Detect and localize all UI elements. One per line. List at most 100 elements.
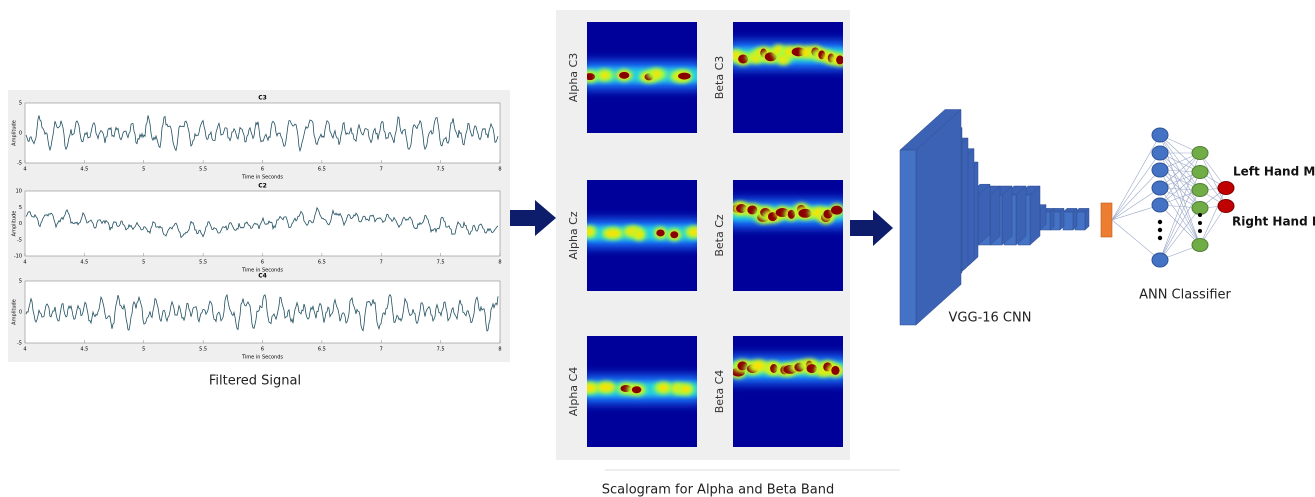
x-tick-label: 7 xyxy=(380,167,383,173)
x-tick-label: 7 xyxy=(380,260,383,266)
x-axis-label: Time in Seconds xyxy=(241,175,283,181)
y-tick-label: -5 xyxy=(17,161,22,167)
scalogram xyxy=(728,336,848,447)
x-tick-label: 5.5 xyxy=(199,260,207,266)
scalogram-caption: Scalogram for Alpha and Beta Band xyxy=(602,483,834,497)
x-tick-label: 5.5 xyxy=(199,167,207,173)
y-axis-label: Amplitude xyxy=(12,299,18,325)
x-tick-label: 6.5 xyxy=(318,167,326,173)
y-tick-label: -10 xyxy=(14,254,22,260)
ellipsis-dot xyxy=(1198,229,1202,233)
diagram: Filtered Signal Scalogram for Alpha and … xyxy=(0,0,1315,497)
layer-side xyxy=(1030,186,1040,245)
input-node xyxy=(1152,198,1168,212)
layer-front xyxy=(1063,212,1073,230)
layer-front xyxy=(900,150,916,325)
x-axis-label: Time in Seconds xyxy=(241,355,283,361)
blob xyxy=(635,231,643,239)
scalogram-label: Alpha C4 xyxy=(567,367,580,416)
ellipsis-dot xyxy=(1198,221,1202,225)
x-tick-label: 6.5 xyxy=(318,347,326,353)
ann-diagram xyxy=(1101,128,1234,267)
scalogram-label: Beta C4 xyxy=(713,370,726,414)
output-label: Right Hand MI xyxy=(1232,215,1315,229)
x-tick-label: 8 xyxy=(498,347,501,353)
y-tick-label: 0 xyxy=(19,131,22,137)
hidden-node xyxy=(1192,166,1208,179)
x-tick-label: 7.5 xyxy=(437,260,445,266)
output-label: Left Hand MI xyxy=(1233,165,1315,179)
blob xyxy=(619,72,629,79)
input-node xyxy=(1152,253,1168,267)
blob xyxy=(678,73,690,80)
layer-side xyxy=(1002,186,1012,245)
input-node xyxy=(1152,181,1168,195)
x-tick-label: 5 xyxy=(142,347,145,353)
hidden-node xyxy=(1192,239,1208,252)
scalogram-label: Alpha C3 xyxy=(567,53,580,102)
hidden-node xyxy=(1192,147,1208,160)
y-axis-label: Amplitude xyxy=(12,211,18,237)
input-node xyxy=(1152,163,1168,177)
hidden-node xyxy=(1192,202,1208,215)
plot-title: C2 xyxy=(258,183,267,190)
x-tick-label: 7.5 xyxy=(437,167,445,173)
scalogram-bg xyxy=(733,22,843,133)
cnn-diagram xyxy=(900,110,1089,326)
x-tick-label: 4 xyxy=(23,260,26,266)
y-axis-label: Amplitude xyxy=(12,120,18,146)
layer-side xyxy=(990,186,1000,245)
ellipsis-dot xyxy=(1158,228,1162,232)
blob xyxy=(680,385,690,393)
y-tick-label: 5 xyxy=(19,101,22,107)
x-tick-label: 7.5 xyxy=(437,347,445,353)
connection xyxy=(1112,220,1160,260)
y-tick-label: 5 xyxy=(19,279,22,285)
y-tick-label: 0 xyxy=(19,310,22,316)
flatten-layer xyxy=(1101,203,1112,237)
input-node xyxy=(1152,128,1168,142)
scalogram xyxy=(728,180,848,291)
y-tick-label: 10 xyxy=(16,189,22,195)
x-tick-label: 6 xyxy=(261,260,264,266)
y-tick-label: -5 xyxy=(17,237,22,243)
output-node xyxy=(1218,182,1234,195)
connection xyxy=(1200,188,1226,245)
blob xyxy=(836,55,844,64)
x-tick-label: 4 xyxy=(23,347,26,353)
x-tick-label: 4.5 xyxy=(80,167,88,173)
arrow xyxy=(850,210,893,246)
x-tick-label: 5 xyxy=(142,167,145,173)
x-tick-label: 6.5 xyxy=(318,260,326,266)
plot-title: C4 xyxy=(258,273,267,280)
scalogram-bg xyxy=(733,336,843,447)
x-tick-label: 7 xyxy=(380,347,383,353)
blob xyxy=(632,386,642,393)
signal-caption: Filtered Signal xyxy=(209,374,301,389)
x-tick-label: 4 xyxy=(23,167,26,173)
blob xyxy=(752,361,766,371)
x-tick-label: 6 xyxy=(261,347,264,353)
scalogram xyxy=(581,22,702,133)
x-tick-label: 8 xyxy=(498,167,501,173)
x-tick-label: 4.5 xyxy=(80,260,88,266)
y-tick-label: -5 xyxy=(17,341,22,347)
scalogram xyxy=(579,336,702,447)
plot-area xyxy=(25,281,500,343)
x-tick-label: 4.5 xyxy=(80,347,88,353)
y-tick-label: 0 xyxy=(19,221,22,227)
blob xyxy=(670,231,678,238)
input-node xyxy=(1152,146,1168,160)
blob xyxy=(831,366,839,375)
ann-label: ANN Classifier xyxy=(1139,288,1231,303)
ellipsis-dot xyxy=(1158,236,1162,240)
output-node xyxy=(1218,200,1234,213)
blob xyxy=(601,71,609,79)
scalogram-label: Beta C3 xyxy=(713,56,726,100)
ellipsis-dot xyxy=(1158,220,1162,224)
scalogram-label: Beta Cz xyxy=(713,214,726,257)
x-tick-label: 8 xyxy=(498,260,501,266)
blob xyxy=(658,384,669,392)
arrow xyxy=(510,200,556,236)
scalogram-label: Alpha Cz xyxy=(567,211,580,259)
